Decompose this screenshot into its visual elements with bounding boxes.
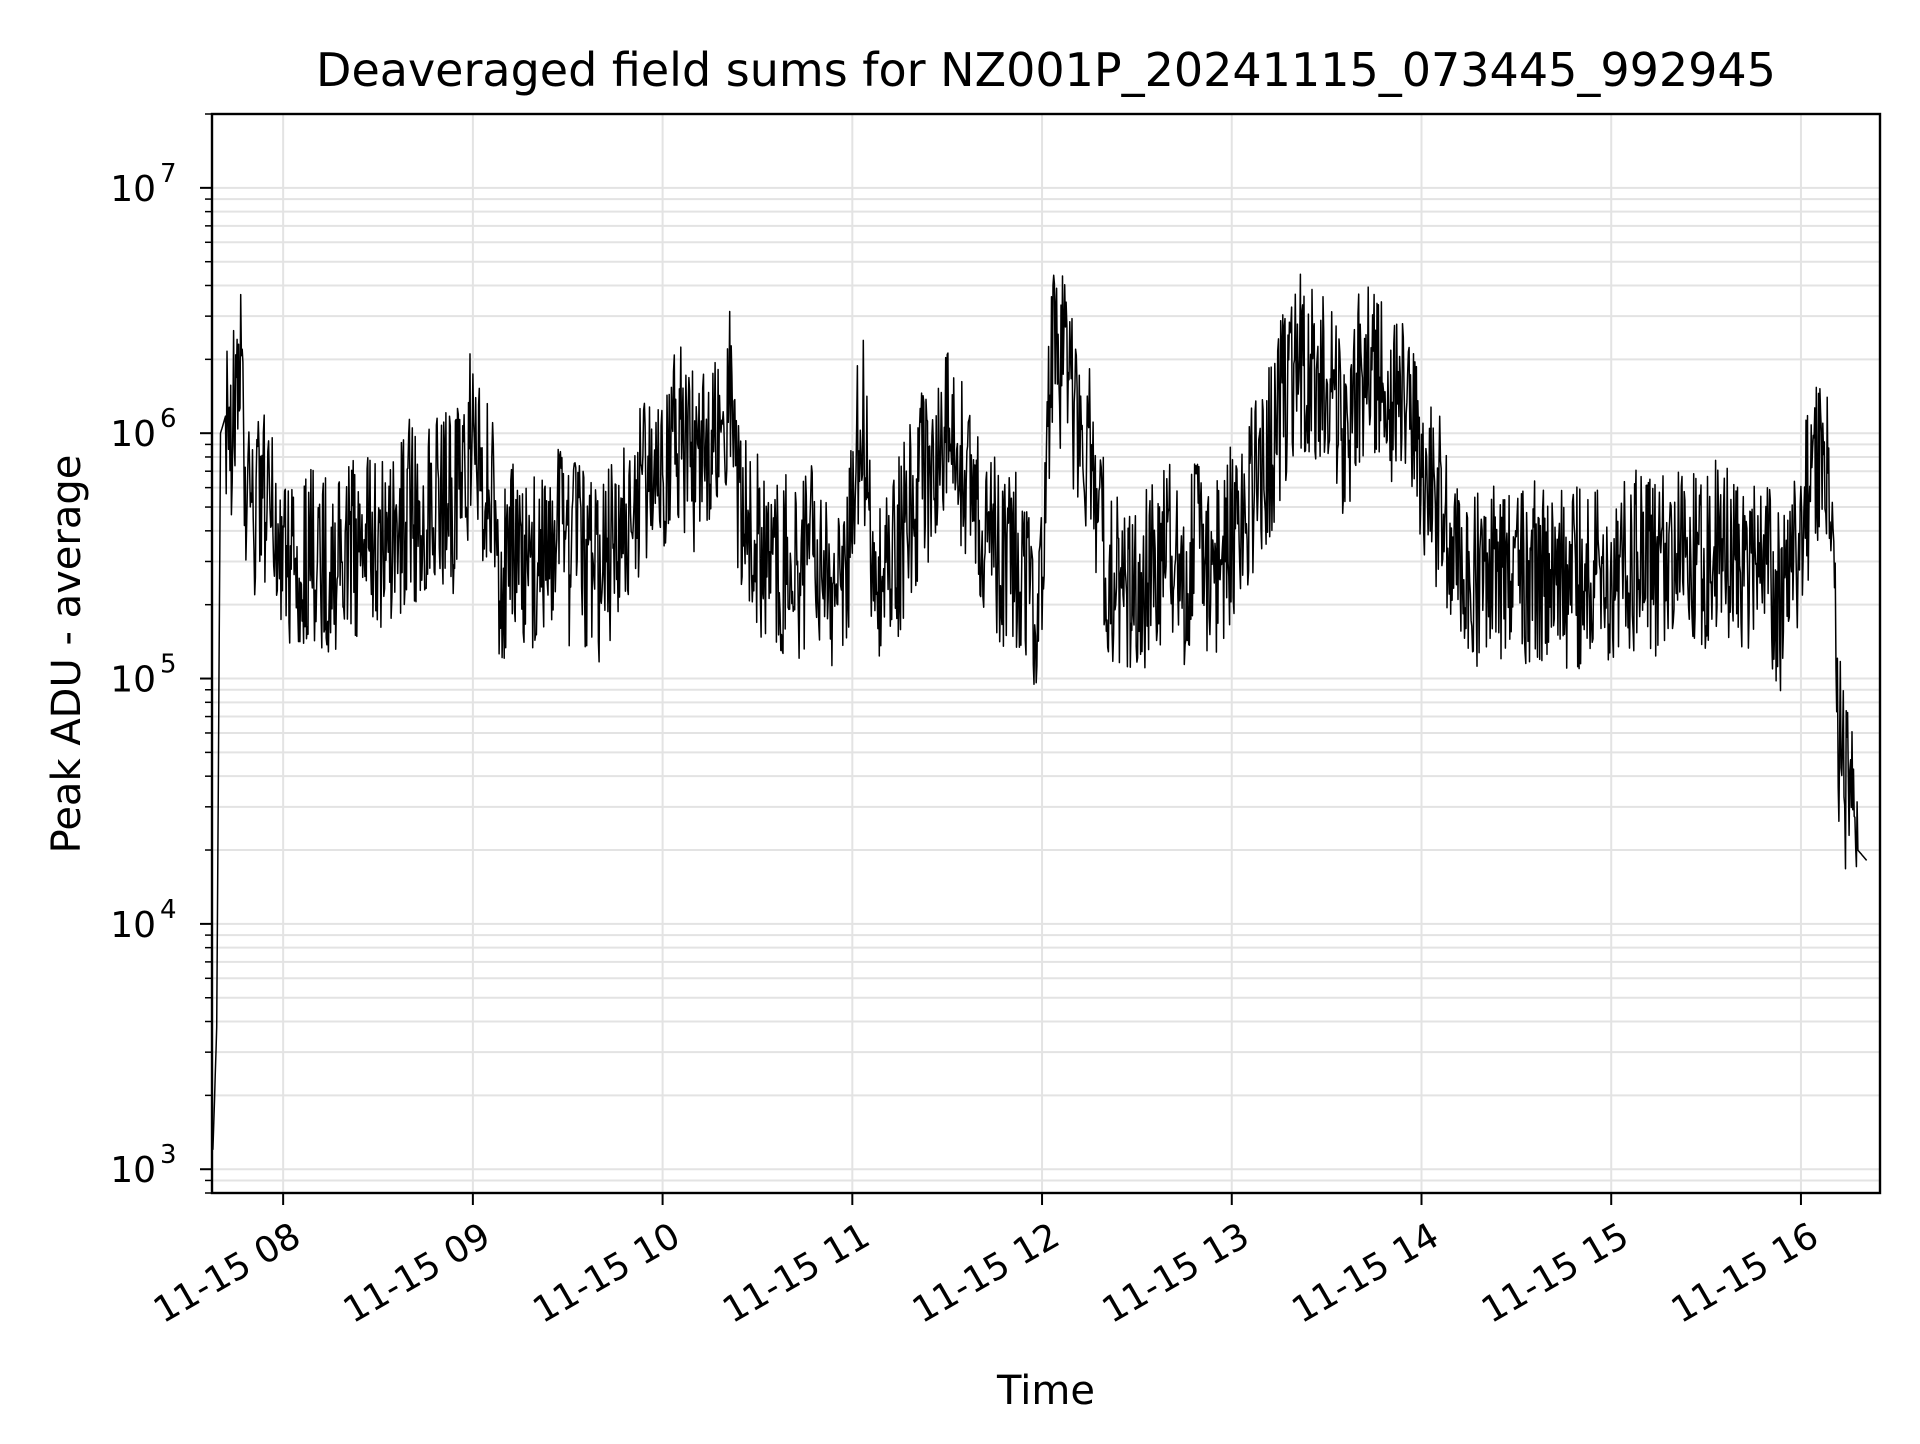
series-line <box>212 273 1868 1150</box>
x-tick-label: 11-15 11 <box>716 1215 877 1331</box>
plot-frame <box>210 112 1882 1195</box>
y-tick-label: 10 <box>110 660 156 701</box>
y-tick-exponent: 4 <box>160 895 177 925</box>
y-tick-exponent: 6 <box>160 404 177 434</box>
chart-title: Deaveraged field sums for NZ001P_2024111… <box>316 43 1776 97</box>
x-tick-label: 11-15 08 <box>147 1215 308 1331</box>
series-layer <box>212 273 1868 1150</box>
y-tick-label: 10 <box>110 169 156 210</box>
y-tick-label: 10 <box>110 905 156 946</box>
y-tick-exponent: 7 <box>160 159 177 189</box>
y-tick-label: 10 <box>110 414 156 455</box>
y-tick-label: 10 <box>110 1150 156 1191</box>
x-tick-label: 11-15 15 <box>1475 1215 1636 1331</box>
y-axis-label: Peak ADU - average <box>44 455 90 854</box>
x-tick-label: 11-15 14 <box>1285 1215 1446 1331</box>
x-tick-label: 11-15 16 <box>1665 1215 1826 1331</box>
x-tick-label: 11-15 12 <box>906 1215 1067 1331</box>
x-tick-label: 11-15 13 <box>1096 1215 1257 1331</box>
x-tick-label: 11-15 09 <box>337 1215 498 1331</box>
x-axis-label: Time <box>996 1368 1095 1414</box>
grid <box>212 113 1880 1194</box>
y-tick-exponent: 5 <box>160 650 177 680</box>
x-axis: 11-15 08 11-15 09 11-15 10 11-15 11 11-15 12… <box>147 1193 1825 1332</box>
x-tick-label: 11-15 10 <box>526 1215 687 1331</box>
y-tick-exponent: 3 <box>160 1140 177 1170</box>
